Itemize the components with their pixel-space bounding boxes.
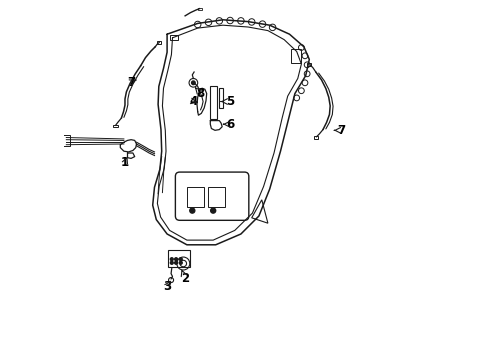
Text: 4: 4 <box>189 95 197 108</box>
Bar <box>186 187 204 207</box>
Text: 2: 2 <box>181 273 189 285</box>
Circle shape <box>191 81 195 85</box>
Bar <box>113 125 118 127</box>
Circle shape <box>170 261 173 264</box>
Circle shape <box>174 261 177 264</box>
Circle shape <box>179 258 182 261</box>
Bar <box>168 250 189 267</box>
Bar <box>218 88 223 108</box>
Text: 7: 7 <box>336 124 345 137</box>
Text: 8: 8 <box>196 87 204 100</box>
Circle shape <box>174 258 177 261</box>
Text: 7: 7 <box>127 76 135 89</box>
Bar <box>291 49 301 63</box>
Text: 6: 6 <box>225 118 234 131</box>
Bar <box>156 41 161 44</box>
Bar <box>313 136 318 139</box>
Circle shape <box>179 261 182 264</box>
Circle shape <box>170 258 173 261</box>
Bar <box>207 187 224 207</box>
Text: 3: 3 <box>163 280 171 293</box>
Circle shape <box>189 208 194 213</box>
Text: 1: 1 <box>121 156 129 169</box>
Bar <box>198 8 202 10</box>
Bar <box>62 135 70 146</box>
Text: 5: 5 <box>225 95 234 108</box>
Circle shape <box>210 208 215 213</box>
Bar <box>210 86 216 119</box>
Bar <box>170 35 178 40</box>
Bar <box>306 63 311 66</box>
